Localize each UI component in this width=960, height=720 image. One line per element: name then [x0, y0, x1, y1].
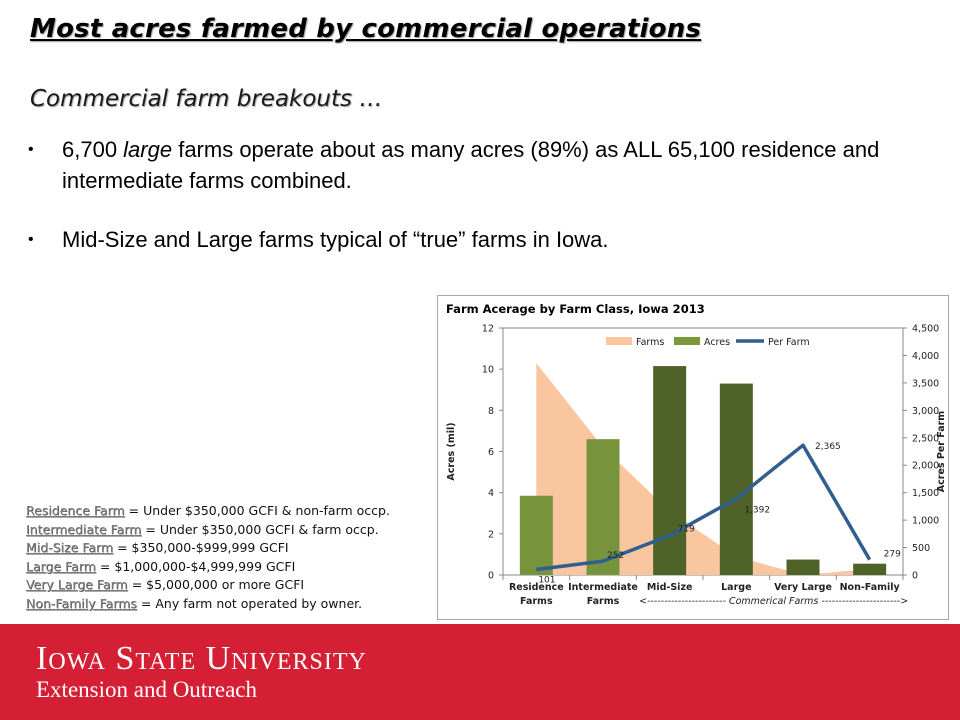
acres-bar [719, 383, 753, 575]
legend-label-farms: Farms [636, 337, 664, 348]
y2-tick-label: 2,000 [912, 461, 939, 472]
definition-row: Large Farm = $1,000,000-$4,999,999 GCFI [26, 558, 390, 577]
definition-term: Residence Farm [26, 503, 125, 518]
y2-tick-label: 4,000 [912, 351, 939, 362]
y-tick-label: 8 [488, 406, 494, 417]
definition-row: Mid-Size Farm = $350,000-$999,999 GCFI [26, 539, 390, 558]
extension-wordmark: Extension and Outreach [36, 677, 257, 702]
definition-text: = $5,000,000 or more GCFI [127, 577, 305, 593]
y-tick-label: 0 [488, 571, 494, 582]
slide-subtitle: Commercial farm breakouts … [30, 86, 383, 112]
y2-tick-label: 4,500 [912, 324, 939, 335]
per-farm-label: 2,365 [815, 442, 841, 452]
per-farm-line [536, 443, 872, 572]
definition-row: Very Large Farm = $5,000,000 or more GCF… [26, 576, 390, 595]
per-farm-label: 101 [538, 575, 555, 585]
footer-bar [0, 624, 960, 720]
definition-term: Intermediate Farm [26, 521, 142, 537]
legend-label-per-farm: Per Farm [768, 337, 810, 348]
definition-text: = Any farm not operated by owner. [136, 595, 363, 611]
commercial-farms-annotation: <----------------------- Commerical Farm… [639, 596, 908, 607]
farm-acreage-chart: Farm Acerage by Farm Class, Iowa 2013 101… [437, 295, 949, 620]
y2-tick-label: 2,500 [912, 433, 939, 444]
chart-title: Farm Acerage by Farm Class, Iowa 2013 [446, 302, 705, 316]
x-tick-label: Farms [520, 596, 553, 607]
definition-term: Very Large Farm [26, 577, 128, 593]
legend-swatch-acres [674, 337, 700, 345]
y-tick-label: 4 [488, 488, 494, 499]
per-farm-label: 279 [884, 550, 901, 560]
y-tick-label: 12 [482, 324, 494, 335]
bullet-text-pre: Mid-Size and Large farms typical of “tru… [62, 227, 609, 252]
legend-swatch-farms [606, 337, 632, 345]
legend-label-acres: Acres [704, 337, 730, 348]
definition-term: Large Farm [26, 558, 96, 574]
x-tick-label: Large [721, 582, 751, 593]
per-farm-label: 252 [607, 551, 624, 561]
definition-text: = Under $350,000 GCFI & farm occp. [141, 521, 379, 537]
y2-tick-label: 1,500 [912, 488, 939, 499]
acres-bar [786, 559, 820, 575]
y2-tick-label: 500 [912, 543, 930, 554]
y2-axis-label: Acres Per Farm [936, 411, 947, 493]
bullet-text-pre: 6,700 [62, 137, 124, 162]
bullet-list: • 6,700 large farms operate about as man… [28, 134, 928, 255]
x-tick-label: Non-Family [840, 582, 901, 593]
y2-tick-label: 3,500 [912, 378, 939, 389]
university-wordmark: Iowa State University [36, 640, 367, 677]
farm-class-definitions: Residence Farm = Under $350,000 GCFI & n… [26, 502, 390, 614]
definition-term: Mid-Size Farm [26, 540, 114, 556]
definition-term: Non-Family Farms [26, 595, 137, 611]
y2-tick-label: 0 [912, 571, 918, 582]
x-tick-label: Residence [509, 582, 564, 593]
y-tick-label: 2 [488, 529, 494, 540]
x-tick-label: Mid-Size [647, 582, 693, 593]
slide-title: Most acres farmed by commercial operatio… [30, 14, 702, 44]
acres-bar [519, 495, 553, 575]
y-tick-label: 6 [488, 447, 494, 458]
bullet-glyph: • [28, 231, 34, 248]
acres-bar [853, 563, 887, 575]
definition-row: Non-Family Farms = Any farm not operated… [26, 595, 390, 614]
bullet-item: • 6,700 large farms operate about as man… [28, 134, 928, 196]
y2-tick-label: 1,000 [912, 516, 939, 527]
y2-tick-label: 3,000 [912, 406, 939, 417]
definition-row: Residence Farm = Under $350,000 GCFI & n… [26, 502, 390, 521]
bullet-glyph: • [28, 141, 34, 158]
bullet-text-emphasis: large [123, 137, 173, 162]
definition-text: = $350,000-$999,999 GCFI [113, 540, 289, 556]
x-tick-label: Farms [587, 596, 620, 607]
acres-bar [653, 366, 687, 575]
definition-text: = Under $350,000 GCFI & non-farm occp. [124, 503, 390, 518]
farms-area [536, 362, 870, 575]
bullet-item: • Mid-Size and Large farms typical of “t… [28, 224, 928, 255]
x-tick-label: Intermediate [568, 582, 638, 593]
definition-text: = $1,000,000-$4,999,999 GCFI [95, 558, 296, 574]
bullet-text-post: farms operate about as many acres (89%) … [62, 137, 880, 193]
y-axis-label: Acres (mil) [446, 422, 457, 480]
per-farm-label: 1,392 [744, 506, 770, 516]
acres-bar [586, 439, 620, 575]
per-farm-label: 719 [678, 525, 695, 535]
chart-canvas: Farm Acerage by Farm Class, Iowa 2013101… [446, 302, 947, 607]
y-tick-label: 10 [482, 365, 494, 376]
definition-row: Intermediate Farm = Under $350,000 GCFI … [26, 521, 390, 540]
x-tick-label: Very Large [774, 582, 832, 593]
